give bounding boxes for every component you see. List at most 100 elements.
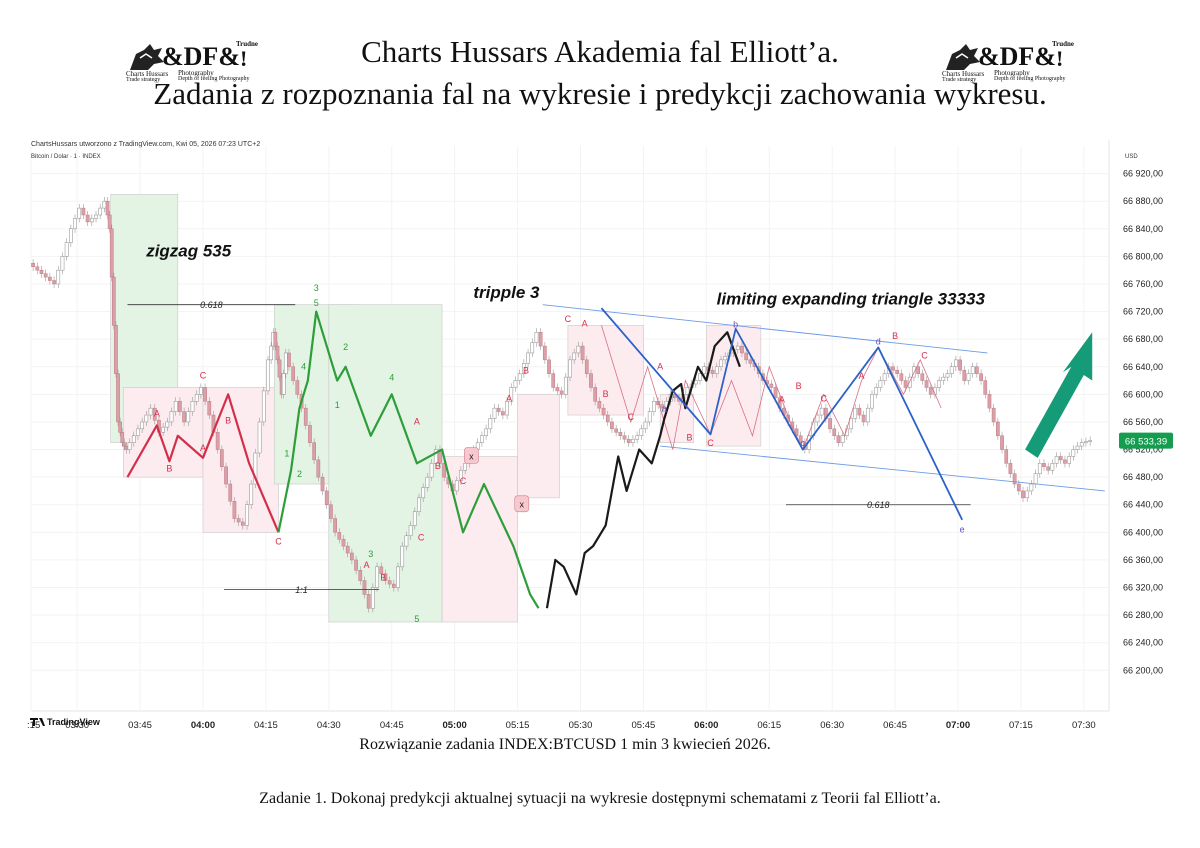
hussar-mark-icon: [130, 44, 164, 70]
candle-body: [903, 380, 908, 388]
candle-body: [719, 359, 723, 368]
candle-body: [1046, 466, 1051, 471]
wave-label: A: [200, 443, 206, 453]
candle-body: [626, 438, 631, 443]
candle-body: [635, 435, 639, 440]
candle-body: [236, 518, 241, 523]
price-candles: [31, 197, 1092, 613]
candle-body: [614, 428, 618, 433]
candle-body: [417, 497, 421, 512]
candle-body: [526, 352, 530, 364]
candle-body: [983, 380, 988, 395]
candle-body: [891, 366, 895, 371]
candle-body: [945, 373, 950, 378]
candle-body: [194, 394, 199, 402]
wave-label: b: [733, 319, 738, 329]
candle-body: [1084, 441, 1088, 444]
wave-label: B: [892, 331, 898, 341]
x-tick-label: 05:00: [442, 720, 466, 731]
wave-label: 1: [284, 448, 289, 458]
y-axis: 66 200,00 66 240,00 66 280,00 66 320,00 66 3…: [1123, 169, 1163, 676]
wave-label: B: [166, 464, 172, 474]
x-tick-label: 05:30: [569, 720, 593, 731]
wave-label: B: [603, 389, 609, 399]
annotations: zigzag 535 tripple 3 limiting expanding tr…: [145, 241, 1093, 458]
candle-body: [148, 407, 153, 416]
chart-credit: ChartsHussars utworzono z TradingView.co…: [31, 141, 260, 148]
candle-body: [899, 373, 904, 381]
candle-body: [412, 511, 417, 526]
wave-label: A: [859, 371, 865, 381]
pattern-title: tripple 3: [473, 283, 540, 302]
wave-box: [202, 387, 279, 533]
logo-line-d: Depth of feeling Photography: [178, 76, 250, 82]
candle-body: [572, 352, 577, 361]
candle-body: [1000, 435, 1004, 450]
candle-body: [1075, 445, 1080, 450]
candle-body: [308, 425, 312, 443]
candle-body: [798, 435, 803, 443]
candle-body: [949, 366, 954, 374]
candle-body: [589, 373, 593, 388]
tradingview-label: TradingView: [47, 717, 101, 727]
wave-label: C: [200, 370, 207, 380]
wave-labels: ABCABC1234512345ABCABCxxABCabcdeABCABCAB…: [154, 283, 965, 624]
wave-label: A: [582, 319, 588, 329]
wave-label: C: [821, 393, 828, 403]
candle-body: [958, 359, 962, 371]
x-tick-label: 06:30: [820, 720, 844, 731]
candle-body: [702, 366, 707, 374]
page-title: Charts Hussars Akademia fal Elliott’a.: [361, 34, 839, 69]
y-tick-label: 66 320,00: [1123, 583, 1163, 593]
candle-body: [391, 583, 396, 588]
candle-body: [568, 359, 572, 378]
candle-body: [114, 325, 118, 374]
candle-body: [291, 366, 296, 381]
logo-line-a: Charts Hussars: [942, 70, 985, 78]
candle-body: [404, 535, 409, 547]
candle-body: [182, 411, 186, 423]
candle-body: [400, 545, 405, 568]
x-tick-label: 06:45: [883, 720, 907, 731]
tradingview-brand: TradingView: [30, 717, 101, 727]
candle-body: [31, 263, 35, 267]
wave-label: B: [687, 433, 693, 443]
x-axis: 3:1503:3003:4504:0004:1504:3004:4505:000…: [27, 720, 1096, 731]
chart: ChartsHussars utworzono z TradingView.co…: [27, 136, 1177, 736]
candle-body: [991, 407, 996, 423]
candle-body: [131, 435, 136, 443]
candle-body: [350, 552, 354, 561]
candle-body: [584, 359, 589, 374]
candle-body: [740, 345, 744, 354]
logo-tag: Trudne: [1052, 40, 1075, 48]
candle-body: [828, 418, 832, 430]
candle-body: [849, 418, 853, 430]
wave-label: 4: [301, 362, 306, 372]
task-caption: Zadanie 1. Dokonaj predykcji aktualnej s…: [259, 790, 941, 807]
logo-bang: !: [1056, 46, 1064, 71]
candle-body: [178, 401, 182, 412]
candle-body: [882, 373, 887, 381]
candle-body: [563, 376, 568, 395]
candle-body: [199, 387, 203, 395]
triangle-lower-line: [660, 445, 1105, 492]
candle-body: [152, 407, 157, 421]
candle-body: [744, 352, 749, 361]
x-tick-label: 04:30: [317, 720, 341, 731]
logo-line-a: Charts Hussars: [126, 70, 169, 78]
candle-body: [1071, 449, 1076, 457]
candle-body: [312, 442, 316, 461]
candle-body: [124, 445, 129, 450]
candle-body: [496, 407, 501, 412]
candle-body: [186, 411, 191, 423]
candle-body: [916, 366, 920, 374]
candle-body: [190, 401, 195, 412]
x-tick-label: 03:45: [128, 720, 152, 731]
wave-label: A: [506, 393, 512, 403]
candle-body: [127, 442, 132, 450]
wave-series-blue: [600, 307, 964, 521]
x-tick-label: 07:30: [1072, 720, 1096, 731]
candle-body: [517, 373, 522, 381]
candle-body: [232, 501, 237, 519]
wave-series-black: [545, 331, 741, 609]
